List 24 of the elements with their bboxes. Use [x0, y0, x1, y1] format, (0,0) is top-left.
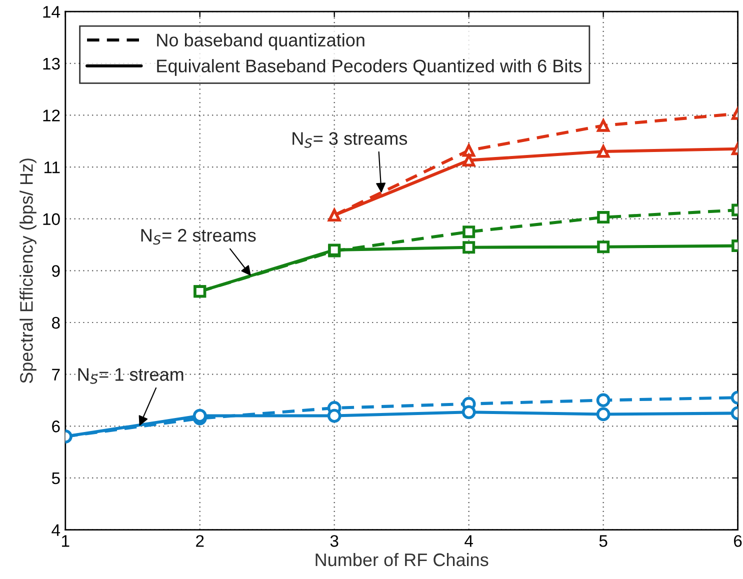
x-tick-label: 5 — [599, 535, 608, 547]
y-tick-label: 13 — [43, 58, 60, 70]
y-tick-label: 10 — [43, 213, 60, 226]
x-tick-label: 3 — [330, 535, 338, 547]
x-tick-label: 2 — [196, 535, 204, 547]
y-tick-label: 9 — [52, 265, 60, 277]
x-axis-title: Number of RF Chains — [316, 552, 488, 566]
y-axis-title: Spectral Efficiency (bps/ Hz) — [20, 158, 36, 384]
legend-label: Equivalent Baseband Pecoders Quantized with 6 Bits — [157, 59, 582, 76]
x-tick-label: 6 — [734, 535, 742, 547]
y-tick-label: 8 — [52, 316, 60, 329]
y-tick-label: 4 — [52, 524, 60, 536]
annotation: N$_{S}$= 3 streams — [292, 132, 408, 148]
y-tick-label: 6 — [52, 420, 60, 432]
y-tick-label: 7 — [52, 368, 60, 380]
annotation: N$_{S}$= 2 streams — [141, 228, 256, 245]
legend-label: No baseband quantization — [157, 33, 364, 50]
x-tick-label: 4 — [464, 535, 473, 547]
x-tick-label: 1 — [62, 535, 70, 547]
y-tick-label: 5 — [52, 472, 60, 484]
y-tick-label: 11 — [44, 162, 60, 174]
annotation: N$_{S}$= 1 stream — [78, 368, 184, 384]
y-tick-label: 14 — [43, 6, 60, 18]
y-tick-label: 12 — [43, 110, 60, 122]
